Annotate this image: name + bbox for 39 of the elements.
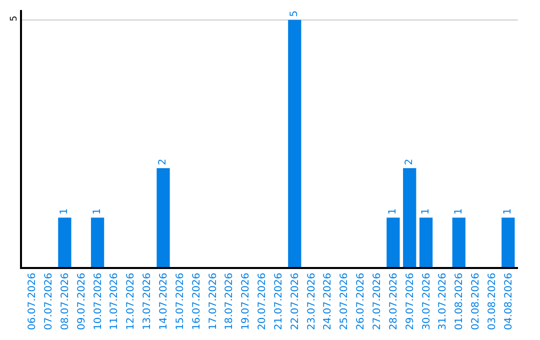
x-tick-label: 22.07.2026 bbox=[290, 272, 301, 330]
x-tick-label: 20.07.2026 bbox=[257, 272, 268, 330]
x-tick-label: 16.07.2026 bbox=[191, 272, 202, 330]
x-tick-label: 17.07.2026 bbox=[208, 272, 219, 330]
x-tick-label: 30.07.2026 bbox=[421, 272, 432, 330]
x-tick-label: 28.07.2026 bbox=[388, 272, 400, 330]
x-tick-label: 11.07.2026 bbox=[109, 272, 120, 330]
x-tick-label: 08.07.2026 bbox=[60, 272, 71, 330]
data-label: 1 bbox=[388, 208, 399, 215]
x-tick-label: 13.07.2026 bbox=[142, 272, 154, 330]
x-tick-label: 15.07.2026 bbox=[174, 272, 186, 330]
data-label: 5 bbox=[289, 10, 300, 17]
x-tick-label: 23.07.2026 bbox=[306, 272, 318, 330]
x-tick-label: 09.07.2026 bbox=[76, 272, 88, 330]
x-tick-label: 25.07.2026 bbox=[339, 272, 350, 330]
x-tick-label: 14.07.2026 bbox=[158, 272, 170, 330]
x-tick-label: 24.07.2026 bbox=[322, 272, 334, 330]
x-tick-label: 02.08.2026 bbox=[470, 272, 482, 330]
data-label: 1 bbox=[59, 208, 70, 215]
x-tick-label: 27.07.2026 bbox=[372, 272, 383, 330]
x-tick-label: 31.07.2026 bbox=[438, 272, 449, 330]
data-label: 2 bbox=[158, 158, 169, 166]
data-label: 1 bbox=[92, 208, 104, 215]
x-tick-label: 01.08.2026 bbox=[454, 272, 466, 330]
x-tick-label: 06.07.2026 bbox=[27, 272, 38, 330]
x-tick-label: 29.07.2026 bbox=[404, 272, 416, 330]
data-label: 2 bbox=[404, 158, 416, 166]
data-label: 1 bbox=[502, 208, 514, 215]
x-tick-label: 04.08.2026 bbox=[503, 272, 514, 330]
data-label: 1 bbox=[453, 208, 464, 215]
x-tick-label: 03.08.2026 bbox=[486, 272, 498, 330]
x-tick-label: 18.07.2026 bbox=[224, 272, 236, 330]
x-tick-label: 07.07.2026 bbox=[44, 272, 55, 330]
x-tick-label: 10.07.2026 bbox=[92, 272, 104, 330]
data-label: 1 bbox=[420, 208, 432, 215]
x-tick-label: 21.07.2026 bbox=[273, 272, 284, 330]
x-tick-label: 19.07.2026 bbox=[240, 272, 252, 330]
x-tick-label: 26.07.2026 bbox=[356, 272, 367, 330]
x-tick-label: 12.07.2026 bbox=[126, 272, 137, 330]
